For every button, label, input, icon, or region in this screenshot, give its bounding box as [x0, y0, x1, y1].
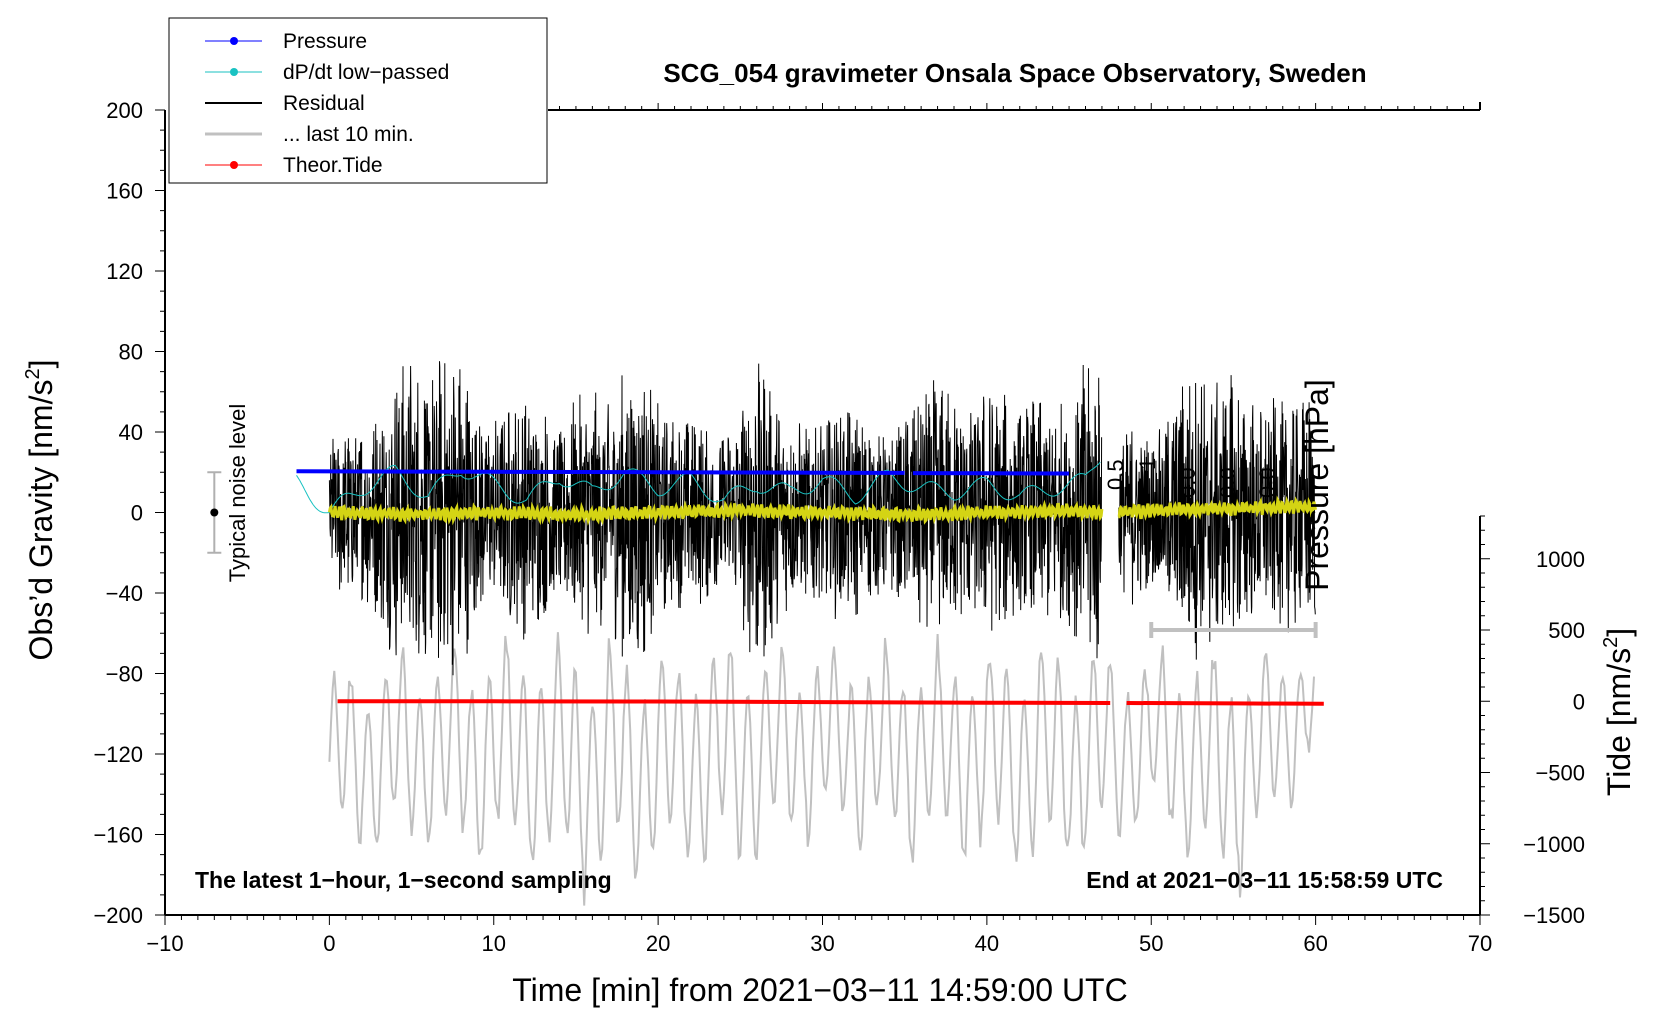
pressure-tick-label: 0.5 [1103, 459, 1128, 490]
chart-title: SCG_054 gravimeter Onsala Space Observat… [663, 58, 1366, 88]
x-tick-label: 40 [975, 931, 999, 956]
legend-label: dP/dt low−passed [283, 61, 449, 84]
x-tick-label: −10 [146, 931, 183, 956]
pressure-line [296, 469, 905, 475]
y-axis-tide-title: Tide [nm/s2] [1600, 628, 1637, 796]
legend-box [168, 17, 548, 184]
x-ticks: −10 0 10 20 30 40 50 60 70 [146, 915, 1492, 956]
y-tick-label: −80 [106, 662, 143, 687]
series-last-10-min [328, 632, 1315, 906]
tide-tick-label: 1000 [1536, 547, 1585, 572]
y-ticks-tide: 1000 500 0 −500 −1000 −1500 [1480, 515, 1585, 928]
legend-marker [230, 68, 238, 76]
y-tick-label: −200 [93, 903, 143, 928]
y-axis-left-title-sup: 2 [22, 368, 44, 379]
dpdt-line [296, 461, 1101, 514]
y-ticks-left: 200 160 120 80 40 0 −40 −80 −120 −160 −200 [93, 98, 165, 928]
tide-tick-label: 0 [1573, 689, 1585, 714]
x-tick-label: 70 [1468, 931, 1492, 956]
legend-label: Theor.Tide [283, 154, 383, 177]
y-axis-left-title: Obs’d Gravity [nm/s2] [22, 360, 59, 661]
series-residual-low-passed [327, 495, 1318, 526]
y-axis-tide-title-main: Tide [nm/s [1601, 648, 1637, 796]
tide-tick-label: 500 [1548, 618, 1585, 643]
tide-tick-label: −500 [1535, 761, 1585, 786]
theor-tide-line [1126, 701, 1324, 706]
y-axis-tide-title-tail: ] [1601, 628, 1637, 637]
y-tick-label: 0 [131, 501, 143, 526]
legend-label: ... last 10 min. [283, 123, 414, 146]
y-tick-label: 160 [106, 179, 143, 204]
x-tick-label: 30 [810, 931, 834, 956]
y-tick-label: −120 [93, 742, 143, 767]
y-axis-tide-title-sup: 2 [1600, 637, 1622, 648]
noise-level-bar [207, 471, 222, 554]
theor-tide-line [337, 699, 1111, 705]
x-tick-label: 60 [1303, 931, 1327, 956]
legend-label: Pressure [283, 30, 367, 53]
x-tick-label: 20 [646, 931, 670, 956]
noise-bar-center [210, 508, 219, 517]
y-tick-label: 40 [119, 420, 143, 445]
pressure-tick-labels: 0.5 1 0.0 0.0 0.0 [1103, 458, 1280, 498]
residual-low-passed-line [327, 499, 1104, 526]
y-axis-left-title-main: Obs’d Gravity [nm/s [23, 380, 59, 661]
x-tick-label: 10 [482, 931, 506, 956]
subtitle-left: The latest 1−hour, 1−second sampling [195, 867, 612, 893]
residual-line [1117, 375, 1316, 660]
y-tick-label: 200 [106, 98, 143, 123]
y-tick-label: 80 [119, 340, 143, 365]
x-tick-label: 0 [323, 931, 335, 956]
y-axis-pressure-title: Pressure [hPa] [1299, 379, 1335, 591]
y-tick-label: −160 [93, 823, 143, 848]
last-10-min-line [328, 632, 1315, 906]
y-axis-left-title-tail: ] [23, 360, 59, 369]
legend: Pressure dP/dt low−passed Residual ... last… [168, 17, 548, 184]
pressure-tick-label: 0.0 [1255, 467, 1280, 498]
tide-tick-label: −1000 [1523, 832, 1585, 857]
pressure-tick-label: 1 [1135, 458, 1160, 470]
subtitle-right: End at 2021−03−11 15:58:59 UTC [1086, 867, 1443, 893]
legend-marker [230, 37, 238, 45]
x-axis-title: Time [min] from 2021−03−11 14:59:00 UTC [512, 972, 1127, 1008]
series-pressure [296, 469, 1070, 476]
y-tick-label: 120 [106, 259, 143, 284]
pressure-tick-label: 0.0 [1175, 467, 1200, 498]
pressure-tick-label: 0.0 [1215, 467, 1240, 498]
tide-tick-label: −1500 [1523, 903, 1585, 928]
x-tick-label: 50 [1139, 931, 1163, 956]
last-10-min-bar [1149, 622, 1318, 638]
noise-level-label: Typical noise level [225, 404, 250, 583]
series-theor-tide [337, 699, 1324, 706]
series-dpdt-low-passed [296, 461, 1101, 514]
legend-marker [230, 161, 238, 169]
residual-low-passed-line [1117, 495, 1318, 521]
legend-label: Residual [283, 92, 365, 115]
y-tick-label: −40 [106, 581, 143, 606]
